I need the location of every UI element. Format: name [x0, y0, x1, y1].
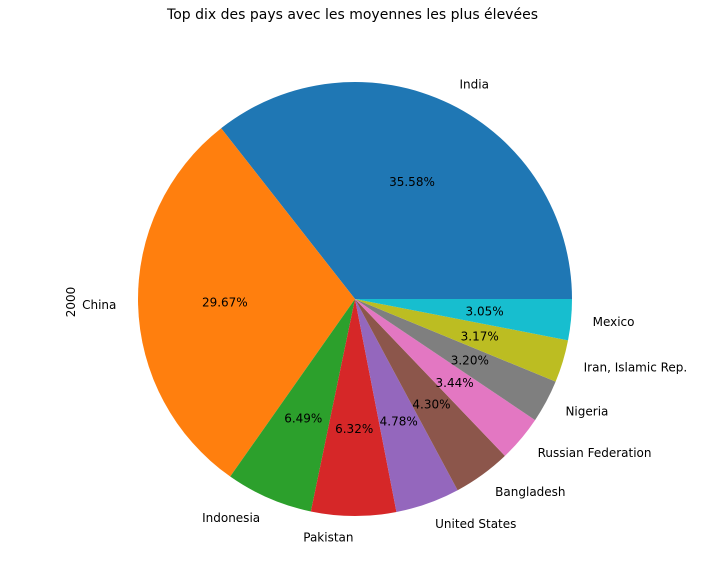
slice-percent-label: 6.32%: [335, 422, 373, 436]
slice-category-label: Russian Federation: [538, 446, 652, 460]
slice-category-label: Indonesia: [202, 511, 260, 525]
slice-category-label: Bangladesh: [495, 485, 565, 499]
pie-slice: [355, 299, 505, 491]
pie-slice: [221, 82, 572, 299]
pie-slice: [355, 299, 556, 421]
slice-category-label: Mexico: [593, 315, 635, 329]
slice-category-label: United States: [435, 517, 516, 531]
slice-category-label: Nigeria: [565, 405, 608, 419]
slice-category-label: Iran, Islamic Rep.: [584, 361, 688, 375]
slice-percent-label: 3.17%: [461, 329, 499, 343]
slice-category-label: Pakistan: [303, 531, 353, 545]
slice-percent-label: 29.67%: [202, 295, 248, 309]
slice-percent-label: 3.44%: [436, 376, 474, 390]
slice-percent-label: 3.05%: [466, 304, 504, 318]
pie-slice: [355, 299, 536, 456]
pie-slice: [310, 299, 397, 516]
y-axis-label: 2000: [64, 287, 78, 318]
slice-percent-label: 35.58%: [389, 175, 435, 189]
chart-title: Top dix des pays avec les moyennes les p…: [167, 7, 538, 23]
slice-percent-label: 3.20%: [451, 353, 489, 367]
slice-percent-label: 4.78%: [380, 415, 418, 429]
pie-slice: [355, 299, 572, 341]
pie-slice: [230, 299, 355, 512]
slice-category-label: India: [459, 77, 488, 91]
slice-percent-label: 4.30%: [412, 397, 450, 411]
pie-slice: [137, 128, 355, 477]
slice-category-label: China: [82, 298, 116, 312]
pie-slice: [355, 299, 569, 382]
pie-slice: [355, 299, 458, 513]
slice-percent-label: 6.49%: [284, 411, 322, 425]
